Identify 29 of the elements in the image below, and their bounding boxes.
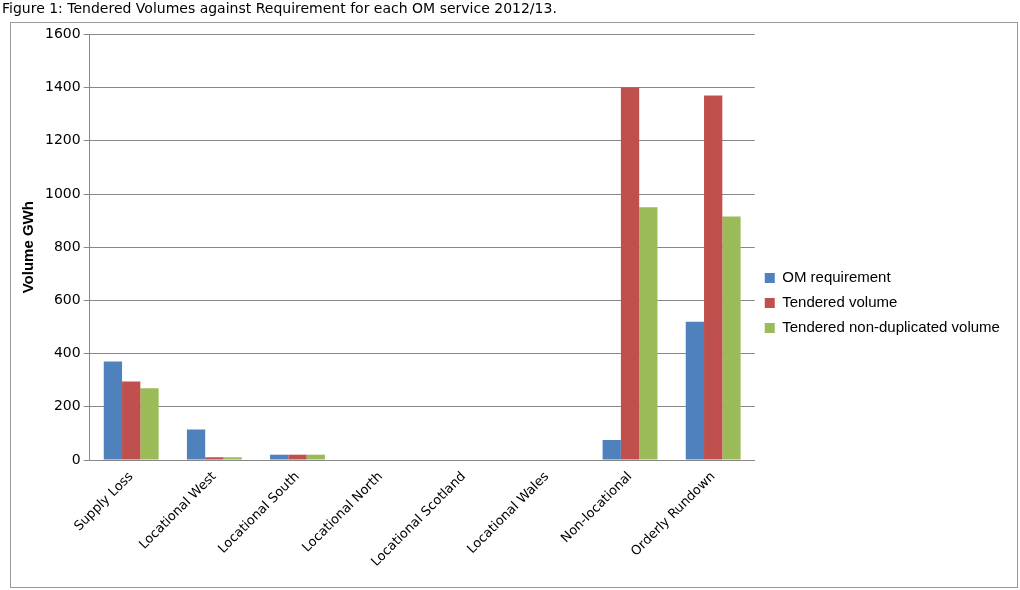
y-tick-label: 600	[53, 291, 81, 308]
chart-title: Figure 1: Tendered Volumes against Requirement for each OM service 2012/13.	[2, 0, 557, 16]
y-tick-label: 0	[71, 450, 81, 467]
y-axis-title: Volume GWh	[19, 201, 37, 294]
bar	[140, 388, 159, 460]
bar	[639, 207, 658, 460]
bar	[306, 454, 325, 460]
y-tick-label: 400	[53, 344, 81, 361]
legend-label: Tendered non-duplicated volume	[782, 318, 1000, 336]
bar	[685, 321, 705, 460]
bar	[103, 361, 123, 460]
bar	[722, 216, 741, 460]
bar	[270, 454, 289, 460]
y-tick-label: 1200	[44, 131, 81, 148]
bar	[223, 457, 242, 460]
y-tick-label: 1000	[44, 184, 81, 201]
bar	[288, 454, 307, 460]
bar	[186, 429, 206, 460]
y-tick-label: 1400	[44, 78, 81, 95]
legend-label: OM requirement	[782, 268, 892, 286]
bar	[704, 95, 723, 460]
bar	[602, 440, 621, 460]
y-tick-label: 800	[53, 237, 81, 254]
bar	[620, 87, 640, 460]
bar	[122, 381, 141, 460]
y-tick-label: 1600	[44, 25, 81, 42]
bar	[205, 457, 224, 460]
y-tick-label: 200	[53, 397, 81, 414]
legend-label: Tendered volume	[782, 293, 898, 311]
